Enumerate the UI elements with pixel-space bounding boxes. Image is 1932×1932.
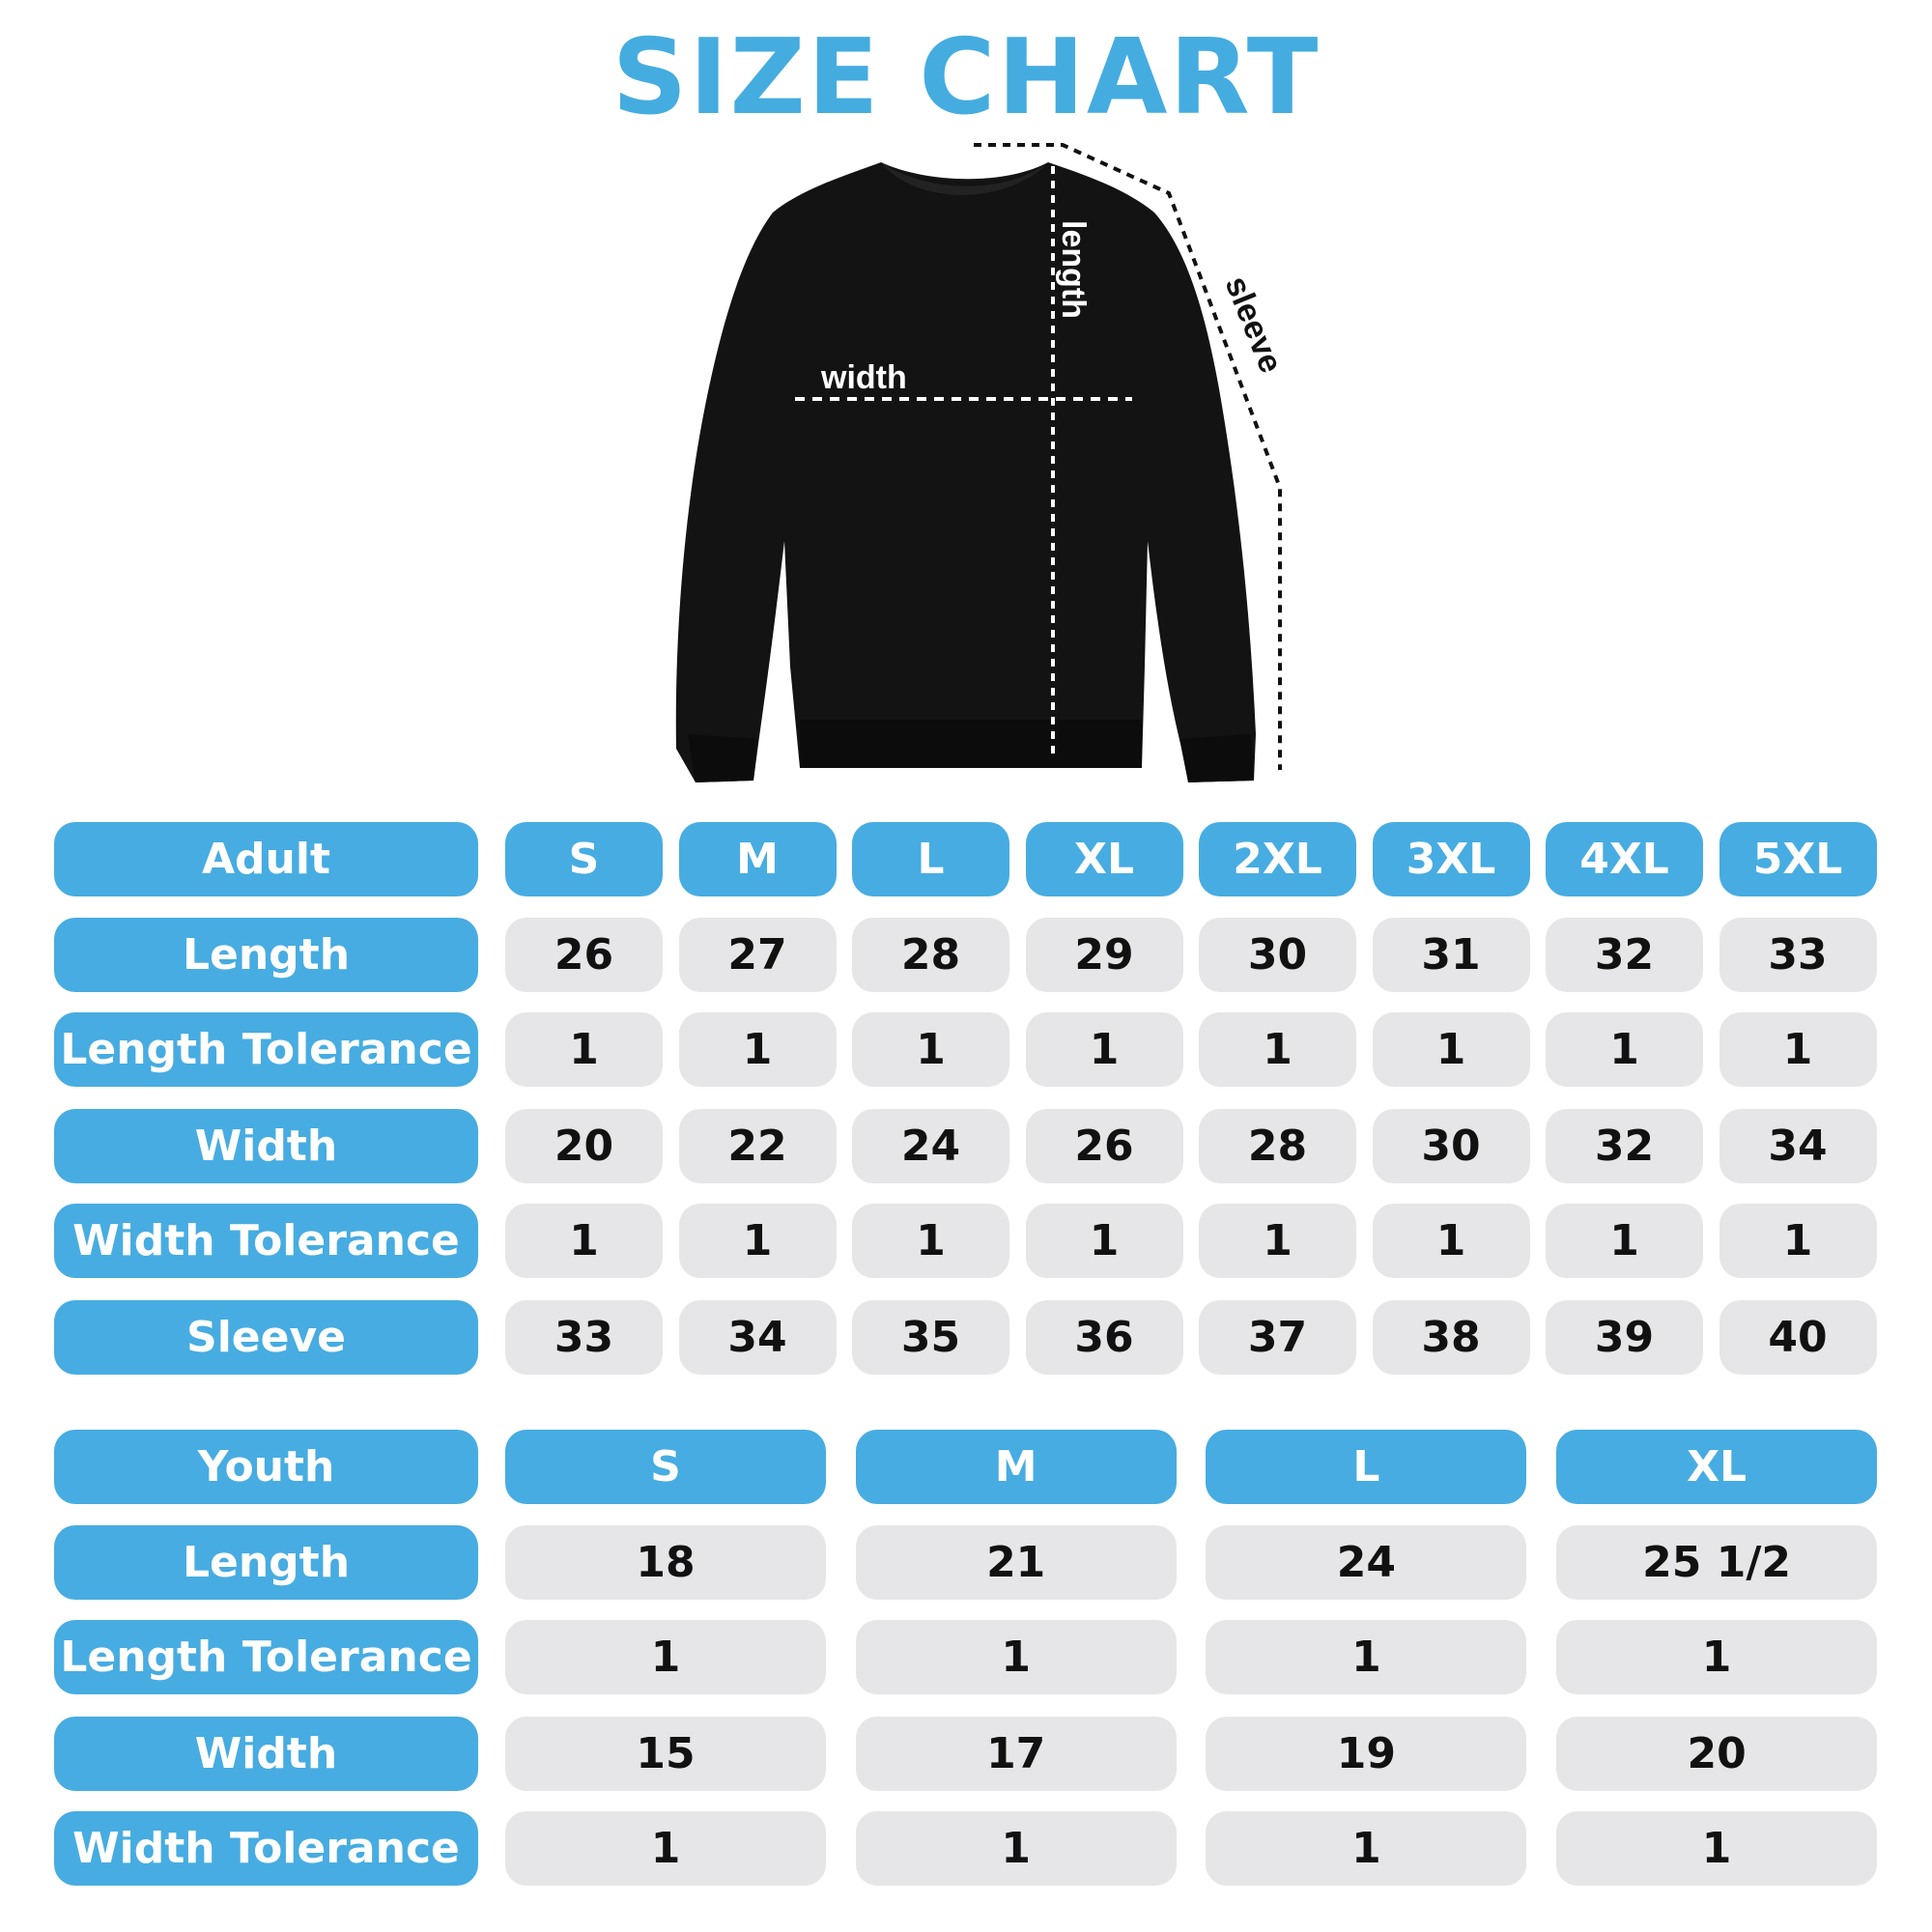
length-label: length	[1055, 220, 1092, 319]
youth-value-cell: 20	[1556, 1717, 1878, 1791]
adult-value-cell: 1	[1372, 1012, 1530, 1087]
adult-value-cell: 27	[678, 918, 837, 992]
youth-value-cell: 21	[855, 1525, 1177, 1600]
adult-value-cell: 1	[1025, 1012, 1183, 1087]
adult-value-cell: 39	[1546, 1300, 1703, 1375]
adult-value-cell: 29	[1025, 918, 1183, 992]
youth-value-cell: 17	[855, 1717, 1177, 1791]
youth-value-cell: 1	[1206, 1811, 1527, 1886]
adult-value-cell: 1	[678, 1012, 837, 1087]
adult-value-cell: 1	[505, 1204, 663, 1278]
adult-size-header: L	[852, 822, 1009, 896]
youth-header-label: Youth	[54, 1430, 478, 1504]
adult-value-cell: 1	[1546, 1204, 1703, 1278]
adult-row-label: Width	[54, 1109, 478, 1183]
sleeve-label: sleeve	[1218, 271, 1290, 379]
adult-value-cell: 1	[505, 1012, 663, 1087]
youth-size-header: L	[1206, 1430, 1527, 1504]
adult-value-cell: 38	[1372, 1300, 1530, 1375]
adult-value-cell: 33	[505, 1300, 663, 1375]
adult-size-header: S	[505, 822, 663, 896]
youth-row-label: Width	[54, 1717, 478, 1791]
youth-size-header: S	[505, 1430, 826, 1504]
adult-value-cell: 1	[1199, 1012, 1356, 1087]
adult-value-cell: 37	[1199, 1300, 1356, 1375]
adult-size-header: 5XL	[1719, 822, 1877, 896]
adult-value-cell: 1	[678, 1204, 837, 1278]
adult-value-cell: 24	[852, 1109, 1009, 1183]
adult-value-cell: 1	[1199, 1204, 1356, 1278]
sweatshirt-image	[675, 162, 1256, 782]
youth-row-label: Length	[54, 1525, 478, 1600]
adult-value-cell: 36	[1025, 1300, 1183, 1375]
adult-value-cell: 30	[1199, 918, 1356, 992]
adult-size-header: XL	[1025, 822, 1183, 896]
adult-value-cell: 1	[1546, 1012, 1703, 1087]
youth-value-cell: 18	[505, 1525, 826, 1600]
youth-value-cell: 1	[855, 1811, 1177, 1886]
adult-value-cell: 1	[1025, 1204, 1183, 1278]
adult-size-header: 3XL	[1372, 822, 1530, 896]
adult-value-cell: 1	[1719, 1204, 1877, 1278]
adult-value-cell: 34	[678, 1300, 837, 1375]
youth-value-cell: 19	[1206, 1717, 1527, 1791]
adult-value-cell: 1	[1372, 1204, 1530, 1278]
adult-row-label: Width Tolerance	[54, 1204, 478, 1278]
adult-value-cell: 32	[1546, 918, 1703, 992]
adult-value-cell: 1	[852, 1204, 1009, 1278]
adult-row-label: Length Tolerance	[54, 1012, 478, 1087]
adult-value-cell: 22	[678, 1109, 837, 1183]
adult-value-cell: 30	[1372, 1109, 1530, 1183]
youth-value-cell: 1	[1206, 1620, 1527, 1694]
page-title: SIZE CHART	[611, 17, 1321, 138]
youth-value-cell: 1	[505, 1620, 826, 1694]
adult-value-cell: 1	[852, 1012, 1009, 1087]
youth-value-cell: 15	[505, 1717, 826, 1791]
width-label: width	[820, 359, 907, 396]
adult-value-cell: 31	[1372, 918, 1530, 992]
youth-row-label: Length Tolerance	[54, 1620, 478, 1694]
adult-size-header: M	[678, 822, 837, 896]
youth-value-cell: 24	[1206, 1525, 1527, 1600]
sleeve-measure-line	[974, 143, 1282, 770]
adult-value-cell: 40	[1719, 1300, 1877, 1375]
adult-value-cell: 26	[1025, 1109, 1183, 1183]
youth-value-cell: 1	[1556, 1620, 1878, 1694]
youth-size-header: M	[855, 1430, 1177, 1504]
adult-size-header: 2XL	[1199, 822, 1356, 896]
youth-value-cell: 1	[855, 1620, 1177, 1694]
adult-value-cell: 20	[505, 1109, 663, 1183]
adult-value-cell: 1	[1719, 1012, 1877, 1087]
adult-size-header: 4XL	[1546, 822, 1703, 896]
adult-row-label: Sleeve	[54, 1300, 478, 1375]
youth-value-cell: 1	[1556, 1811, 1878, 1886]
adult-value-cell: 35	[852, 1300, 1009, 1375]
youth-value-cell: 25 1/2	[1556, 1525, 1878, 1600]
adult-header-label: Adult	[54, 822, 478, 896]
adult-value-cell: 32	[1546, 1109, 1703, 1183]
youth-size-header: XL	[1556, 1430, 1878, 1504]
youth-value-cell: 1	[505, 1811, 826, 1886]
adult-value-cell: 33	[1719, 918, 1877, 992]
adult-value-cell: 28	[1199, 1109, 1356, 1183]
adult-value-cell: 28	[852, 918, 1009, 992]
adult-value-cell: 34	[1719, 1109, 1877, 1183]
adult-value-cell: 26	[505, 918, 663, 992]
adult-row-label: Length	[54, 918, 478, 992]
youth-row-label: Width Tolerance	[54, 1811, 478, 1886]
